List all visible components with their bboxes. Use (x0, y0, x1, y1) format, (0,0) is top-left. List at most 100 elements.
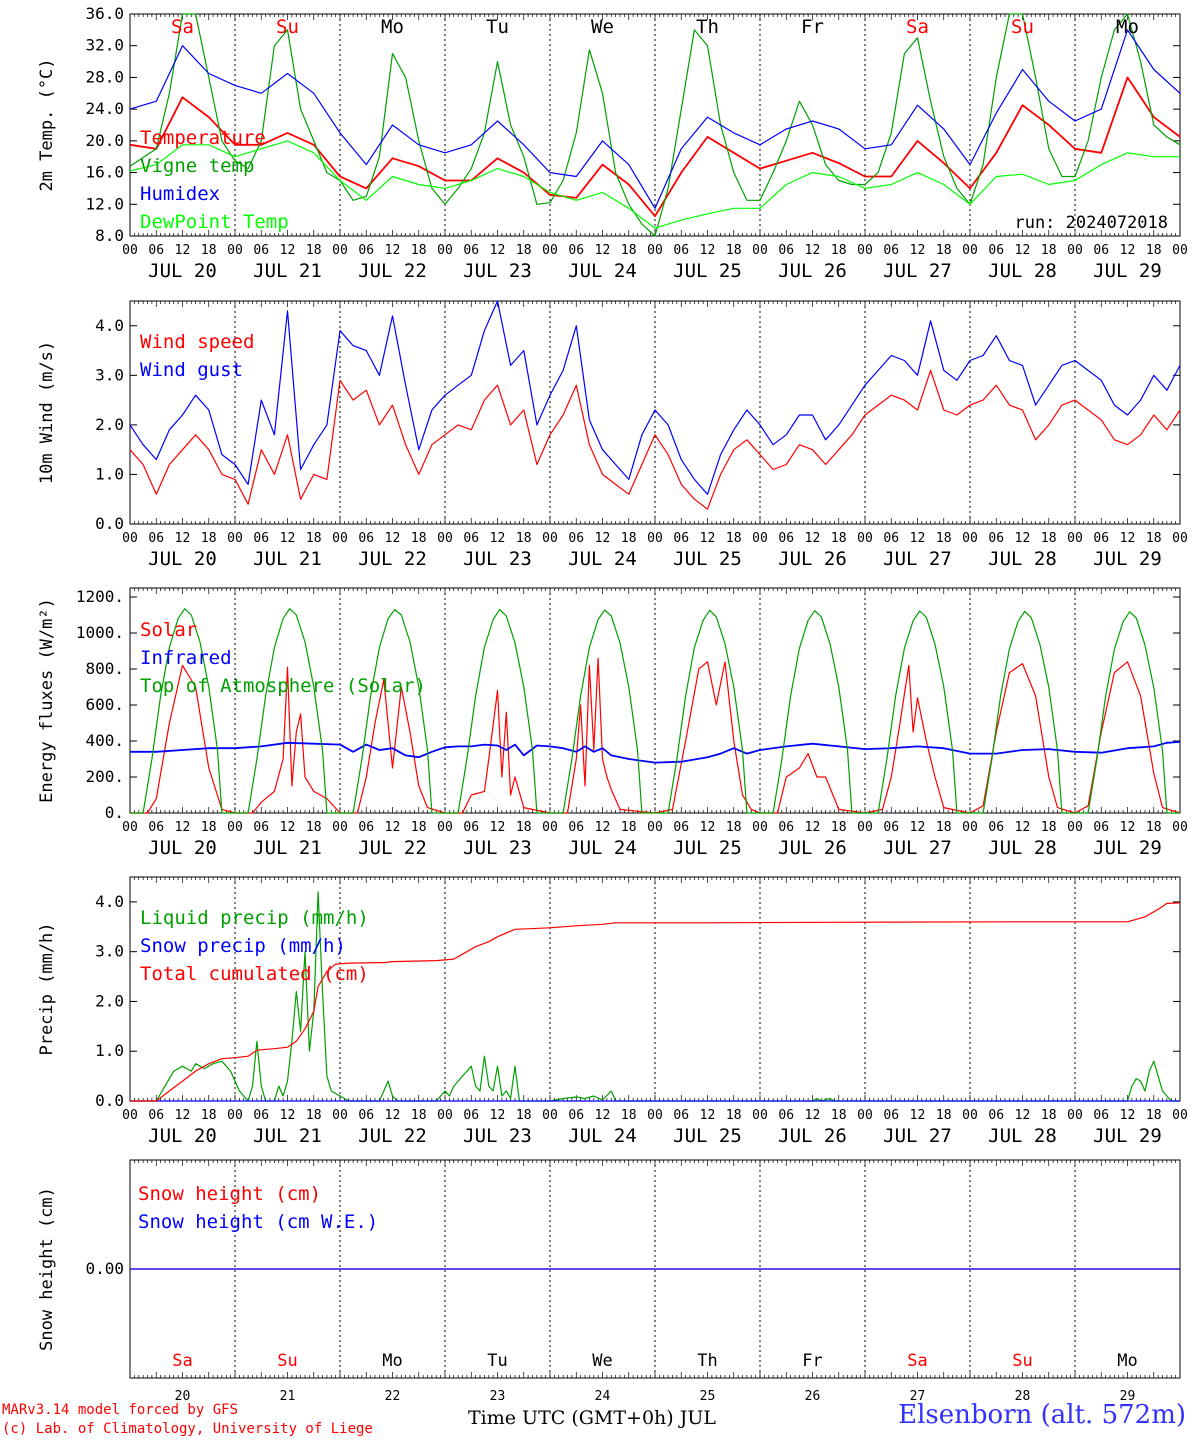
x-hour-label: 00 (1172, 531, 1188, 546)
x-hour-label: 12 (385, 820, 401, 835)
x-hour-label: 00 (1172, 1108, 1188, 1123)
x-hour-label: 12 (280, 820, 296, 835)
x-hour-label: 00 (437, 531, 453, 546)
x-hour-label: 06 (463, 1108, 479, 1123)
x-hour-label: 18 (621, 820, 637, 835)
legend-entry: Temperature (140, 127, 266, 149)
x-hour-label: 06 (358, 820, 374, 835)
x-hour-label: 00 (1172, 820, 1188, 835)
series-line-vigne-temp (129, 13, 1181, 237)
x-hour-label: 18 (411, 820, 427, 835)
x-hour-label: 18 (1041, 1108, 1057, 1123)
x-hour-label: 06 (1093, 243, 1109, 258)
x-date-label: JUL 24 (568, 837, 637, 859)
y-axis-label: 2m Temp. (°C) (37, 58, 57, 191)
x-hour-label: 06 (148, 1108, 164, 1123)
x-date-label: JUL 20 (148, 260, 217, 282)
weekday-label: Tu (487, 1351, 507, 1371)
legend-entry: Total cumulated (cm) (140, 963, 369, 985)
x-hour-label: 00 (227, 531, 243, 546)
y-tick-label: 0.0 (95, 514, 124, 533)
x-date-label: JUL 26 (778, 1125, 847, 1147)
x-date-label: JUL 24 (568, 548, 637, 570)
y-axis-label: Energy fluxes (W/m²) (37, 598, 57, 803)
day-number-label: 24 (595, 1389, 611, 1404)
x-hour-label: 18 (516, 531, 532, 546)
x-hour-label: 18 (726, 1108, 742, 1123)
x-hour-label: 06 (778, 820, 794, 835)
x-date-label: JUL 24 (568, 1125, 637, 1147)
x-date-label: JUL 20 (148, 548, 217, 570)
x-date-label: JUL 24 (568, 260, 637, 282)
x-hour-label: 00 (332, 1108, 348, 1123)
x-date-label: JUL 21 (253, 260, 322, 282)
x-date-label: JUL 21 (253, 837, 322, 859)
legend-entry: Snow height (cm W.E.) (138, 1211, 378, 1233)
series-line-temperature (129, 76, 1181, 218)
y-tick-label: 800. (85, 659, 124, 678)
y-tick-label: 0. (105, 803, 124, 822)
x-hour-label: 12 (700, 1108, 716, 1123)
series-line-dewpoint-temp (129, 140, 1180, 229)
y-tick-label: 2.0 (95, 415, 124, 434)
x-date-label: JUL 20 (148, 837, 217, 859)
x-hour-label: 12 (595, 531, 611, 546)
x-hour-label: 18 (831, 1108, 847, 1123)
series-line-humidex (129, 29, 1181, 209)
x-hour-label: 18 (936, 1108, 952, 1123)
x-hour-label: 12 (280, 1108, 296, 1123)
x-date-label: JUL 28 (988, 548, 1057, 570)
x-hour-label: 12 (805, 1108, 821, 1123)
x-hour-label: 18 (1146, 531, 1162, 546)
y-axis-label: Precip (mm/h) (37, 922, 57, 1055)
x-hour-label: 00 (752, 1108, 768, 1123)
x-hour-label: 06 (778, 243, 794, 258)
weekday-label: Fr (801, 16, 824, 38)
y-tick-label: 16.0 (85, 163, 124, 182)
x-date-label: JUL 25 (673, 260, 742, 282)
x-hour-label: 18 (1146, 820, 1162, 835)
x-hour-label: 00 (542, 243, 558, 258)
y-tick-label: 200. (85, 767, 124, 786)
x-hour-label: 12 (1015, 820, 1031, 835)
x-hour-label: 12 (700, 820, 716, 835)
weekday-label: Su (1011, 16, 1034, 38)
x-hour-label: 06 (358, 1108, 374, 1123)
x-hour-label: 18 (306, 531, 322, 546)
x-hour-label: 18 (831, 531, 847, 546)
y-tick-label: 1.0 (95, 1041, 124, 1060)
weekday-label: Su (276, 16, 299, 38)
x-hour-label: 18 (411, 243, 427, 258)
x-hour-label: 18 (201, 243, 217, 258)
x-hour-label: 18 (201, 531, 217, 546)
x-hour-label: 00 (857, 531, 873, 546)
x-hour-label: 18 (1146, 243, 1162, 258)
x-hour-label: 18 (411, 531, 427, 546)
x-hour-label: 06 (568, 243, 584, 258)
weekday-label: Sa (172, 1351, 192, 1371)
x-hour-label: 00 (962, 243, 978, 258)
x-hour-label: 12 (595, 1108, 611, 1123)
x-hour-label: 12 (490, 1108, 506, 1123)
x-hour-label: 00 (962, 531, 978, 546)
x-hour-label: 18 (726, 820, 742, 835)
x-hour-label: 06 (988, 1108, 1004, 1123)
x-hour-label: 00 (857, 820, 873, 835)
day-number-label: 22 (385, 1389, 401, 1404)
x-hour-label: 18 (936, 243, 952, 258)
x-hour-label: 12 (700, 243, 716, 258)
x-date-label: JUL 28 (988, 837, 1057, 859)
x-hour-label: 12 (1015, 243, 1031, 258)
x-date-label: JUL 27 (883, 1125, 952, 1147)
x-hour-label: 18 (726, 531, 742, 546)
y-tick-label: 20.0 (85, 131, 124, 150)
x-hour-label: 06 (568, 820, 584, 835)
x-hour-label: 12 (1015, 531, 1031, 546)
legend-entry: DewPoint Temp (140, 211, 289, 233)
x-hour-label: 00 (752, 531, 768, 546)
x-hour-label: 12 (1120, 1108, 1136, 1123)
y-tick-label: 1.0 (95, 464, 124, 483)
y-tick-label: 4.0 (95, 892, 124, 911)
x-hour-label: 00 (122, 243, 138, 258)
x-hour-label: 06 (463, 820, 479, 835)
